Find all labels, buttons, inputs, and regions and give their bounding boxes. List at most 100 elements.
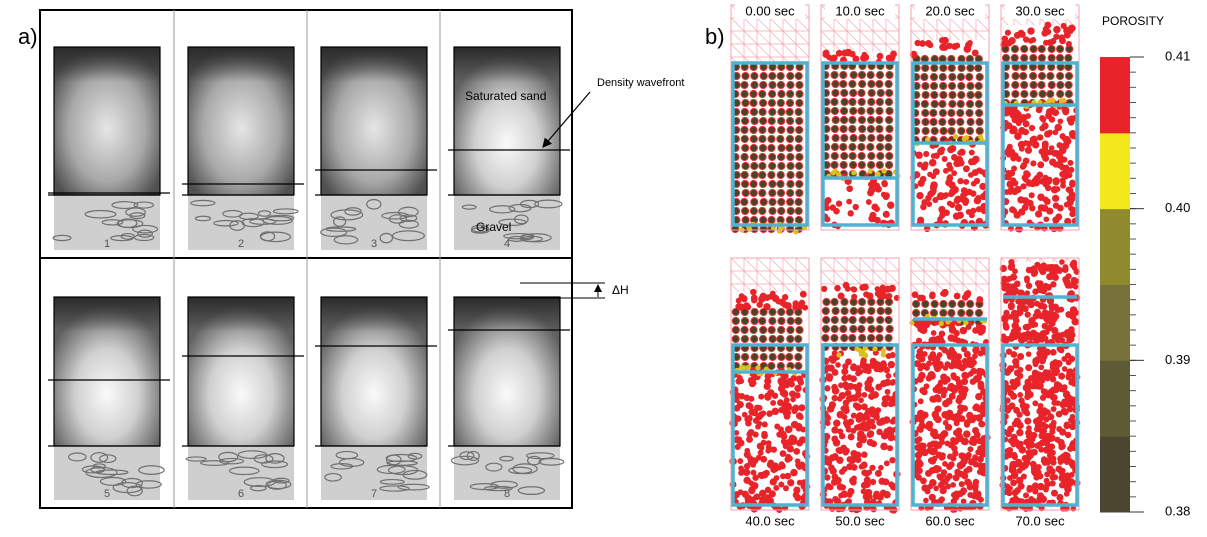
grain-loose	[1041, 149, 1049, 157]
grain-dense	[884, 315, 893, 325]
grain-dense	[758, 152, 767, 162]
grain-dense	[768, 352, 777, 362]
grain-loose	[781, 301, 789, 309]
grain-loose	[928, 158, 937, 167]
grain-loose	[930, 330, 937, 336]
grain-loose	[1020, 473, 1027, 480]
grain-dense	[768, 80, 777, 90]
grain-dense	[750, 80, 759, 90]
frame-number: 5	[104, 488, 110, 500]
grain-dense	[1056, 89, 1065, 99]
grain-loose	[786, 445, 795, 453]
gravel-stone	[272, 477, 290, 484]
grain-loose	[836, 456, 844, 464]
grain-loose	[944, 423, 953, 431]
gravel-stone	[99, 454, 117, 464]
grain-loose	[746, 435, 753, 443]
grain-dense	[858, 333, 867, 343]
grain-loose	[933, 485, 939, 492]
grain-loose	[1068, 471, 1075, 478]
mesh	[782, 17, 797, 32]
grain-loose	[861, 362, 867, 369]
grain-loose	[1031, 482, 1039, 490]
gravel-stone	[485, 462, 503, 472]
frame-number: 7	[371, 488, 377, 500]
grain-loose	[1004, 397, 1011, 404]
grain-loose	[1033, 474, 1040, 481]
grain-mid	[836, 352, 842, 358]
grain-loose	[1029, 205, 1036, 212]
grain-loose	[952, 429, 960, 436]
grain-loose	[1052, 385, 1060, 394]
grain-loose	[778, 481, 785, 488]
grain-loose	[955, 353, 963, 360]
grain-mid	[872, 346, 878, 352]
grain-loose	[975, 392, 983, 401]
grain-loose	[1010, 479, 1018, 487]
grain-loose	[1053, 33, 1060, 40]
grain-dense	[768, 307, 777, 317]
sim-frame	[820, 4, 901, 231]
grain-loose	[1069, 378, 1076, 385]
sim-frame	[909, 4, 990, 233]
grain-loose	[733, 430, 740, 436]
grain-mid	[851, 170, 857, 176]
grain-loose	[915, 337, 923, 344]
mesh	[730, 43, 745, 58]
grain-loose	[796, 439, 804, 447]
grain-loose	[977, 350, 984, 357]
grain-dense	[921, 81, 930, 91]
grain-loose	[953, 490, 960, 497]
grain-loose	[1065, 40, 1072, 48]
grain-loose	[771, 392, 779, 399]
gravel-stone	[266, 480, 287, 490]
grain-loose	[1069, 211, 1076, 218]
gravel-stone	[333, 216, 347, 227]
grain-loose	[942, 167, 949, 174]
grain-loose	[970, 180, 977, 187]
grain-loose	[875, 383, 883, 391]
grain-mid	[938, 320, 944, 327]
gravel-stone	[333, 235, 359, 245]
grain-loose	[954, 203, 963, 212]
mesh	[833, 270, 848, 285]
grain-dense	[831, 115, 840, 125]
grain-dense	[749, 98, 758, 108]
grain-dense	[884, 115, 894, 125]
grain-dense	[867, 88, 876, 98]
grain-dense	[975, 117, 984, 127]
grain-dense	[740, 179, 750, 189]
mesh	[859, 270, 874, 285]
grain-loose	[1036, 382, 1044, 390]
grain-loose	[970, 491, 979, 500]
grain-loose	[843, 447, 850, 454]
grain-loose	[1025, 417, 1032, 425]
grain-loose	[845, 395, 853, 403]
grain-loose	[1026, 425, 1032, 431]
grain-loose	[757, 449, 764, 456]
mesh	[782, 30, 797, 45]
sim-frame	[1000, 4, 1080, 233]
grain-dense	[776, 170, 785, 180]
gravel-stone	[320, 227, 348, 237]
grain-dense	[777, 161, 786, 171]
grain-loose	[820, 285, 828, 293]
grain-dense	[930, 63, 939, 73]
grain-loose	[1005, 39, 1013, 47]
gravel-stone	[379, 232, 394, 244]
grain-dense	[867, 160, 876, 170]
grain-dense	[965, 108, 974, 118]
grain-loose	[952, 212, 961, 220]
grain-loose	[825, 373, 832, 379]
grain-dense	[929, 308, 939, 318]
grain-dense	[957, 81, 966, 91]
grain-loose	[780, 438, 787, 445]
grain-loose	[961, 346, 968, 353]
grain-loose	[750, 469, 757, 476]
grain-loose	[1005, 288, 1014, 296]
grain-loose	[927, 42, 934, 49]
grain-dense	[830, 324, 839, 334]
grain-loose	[1067, 335, 1075, 343]
grain-loose	[940, 386, 948, 395]
grain-mid	[963, 135, 970, 141]
